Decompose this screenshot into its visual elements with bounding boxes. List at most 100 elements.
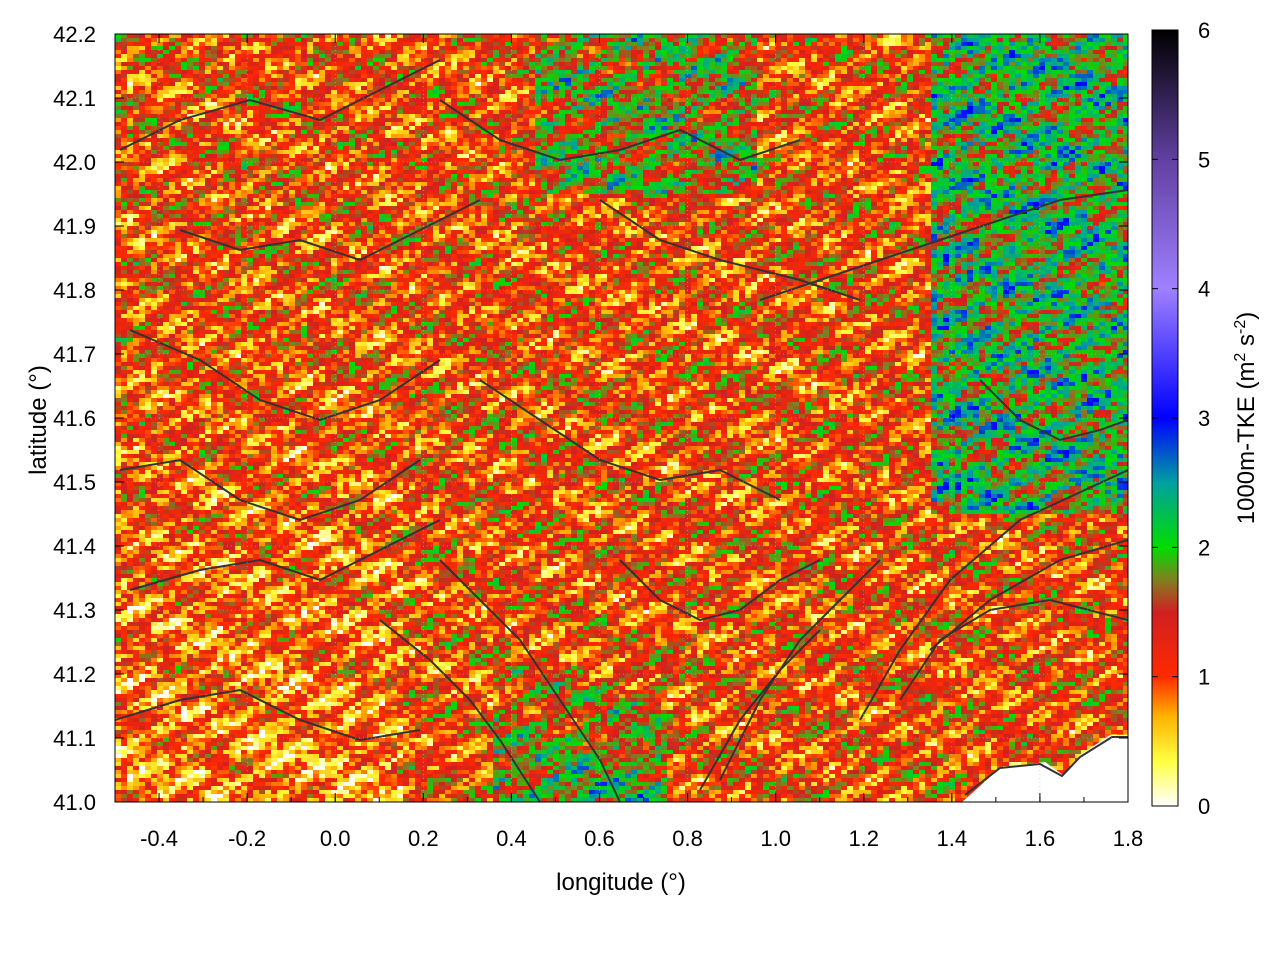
- heatmap-cell: [559, 138, 565, 142]
- heatmap-cell: [289, 138, 295, 142]
- heatmap-cell: [547, 146, 553, 150]
- heatmap-cell: [721, 142, 727, 146]
- heatmap-cell: [589, 70, 595, 74]
- heatmap-cell: [1075, 82, 1081, 86]
- heatmap-cell: [1057, 46, 1063, 50]
- heatmap-cell: [1027, 70, 1033, 74]
- heatmap-cell: [721, 58, 727, 62]
- heatmap-cell: [235, 70, 241, 74]
- heatmap-cell: [601, 94, 607, 98]
- heatmap-cell: [871, 86, 877, 90]
- heatmap-cell: [541, 54, 547, 58]
- heatmap-cell: [475, 38, 481, 42]
- heatmap-cell: [781, 50, 787, 54]
- heatmap-cell: [391, 94, 397, 98]
- heatmap-cell: [361, 38, 367, 42]
- heatmap-cell: [1009, 46, 1015, 50]
- heatmap-cell: [493, 126, 499, 130]
- heatmap-cell: [691, 114, 697, 118]
- heatmap-cell: [577, 34, 583, 38]
- heatmap-cell: [961, 46, 967, 50]
- heatmap-cell: [817, 134, 823, 138]
- heatmap-cell: [397, 142, 403, 146]
- heatmap-cell: [661, 50, 667, 54]
- heatmap-cell: [1111, 66, 1117, 70]
- heatmap-cell: [715, 82, 721, 86]
- heatmap-cell: [349, 86, 355, 90]
- heatmap-cell: [871, 142, 877, 146]
- heatmap-cell: [1069, 50, 1075, 54]
- heatmap-cell: [1105, 118, 1111, 122]
- heatmap-cell: [241, 142, 247, 146]
- heatmap-cell: [1111, 74, 1117, 78]
- heatmap-cell: [973, 46, 979, 50]
- heatmap-cell: [535, 50, 541, 54]
- heatmap-cell: [739, 122, 745, 126]
- heatmap-cell: [889, 86, 895, 90]
- heatmap-cell: [823, 118, 829, 122]
- heatmap-cell: [259, 42, 265, 46]
- heatmap-cell: [667, 58, 673, 62]
- heatmap-cell: [169, 90, 175, 94]
- heatmap-cell: [853, 82, 859, 86]
- heatmap-cell: [685, 58, 691, 62]
- heatmap-cell: [181, 54, 187, 58]
- heatmap-cell: [973, 62, 979, 66]
- heatmap-cell: [511, 138, 517, 142]
- heatmap-cell: [307, 66, 313, 70]
- heatmap-cell: [883, 118, 889, 122]
- heatmap-cell: [1063, 58, 1069, 62]
- heatmap-cell: [391, 106, 397, 110]
- heatmap-cell: [631, 150, 637, 154]
- heatmap-cell: [835, 106, 841, 110]
- heatmap-cell: [433, 82, 439, 86]
- heatmap-cell: [181, 130, 187, 134]
- heatmap-cell: [1033, 122, 1039, 126]
- heatmap-cell: [1015, 38, 1021, 42]
- heatmap-cell: [655, 70, 661, 74]
- heatmap-cell: [361, 102, 367, 106]
- heatmap-cell: [499, 94, 505, 98]
- heatmap-cell: [715, 98, 721, 102]
- heatmap-cell: [1099, 90, 1105, 94]
- heatmap-cell: [913, 130, 919, 134]
- heatmap-cell: [1117, 118, 1123, 122]
- heatmap-cell: [571, 86, 577, 90]
- heatmap-cell: [535, 142, 541, 146]
- heatmap-cell: [529, 106, 535, 110]
- heatmap-cell: [295, 62, 301, 66]
- heatmap-cell: [1027, 62, 1033, 66]
- heatmap-cell: [295, 142, 301, 146]
- heatmap-cell: [367, 34, 373, 38]
- heatmap-cell: [391, 90, 397, 94]
- heatmap-cell: [331, 38, 337, 42]
- heatmap-cell: [487, 50, 493, 54]
- heatmap-cell: [595, 78, 601, 82]
- heatmap-cell: [361, 86, 367, 90]
- heatmap-cell: [901, 146, 907, 150]
- heatmap-cell: [163, 70, 169, 74]
- heatmap-cell: [895, 42, 901, 46]
- heatmap-cell: [583, 114, 589, 118]
- heatmap-cell: [733, 106, 739, 110]
- heatmap-cell: [991, 122, 997, 126]
- heatmap-cell: [655, 106, 661, 110]
- heatmap-cell: [619, 130, 625, 134]
- heatmap-cell: [397, 66, 403, 70]
- heatmap-cell: [511, 78, 517, 82]
- heatmap-cell: [661, 102, 667, 106]
- heatmap-cell: [133, 38, 139, 42]
- heatmap-cell: [493, 58, 499, 62]
- heatmap-cell: [391, 54, 397, 58]
- heatmap-cell: [1117, 74, 1123, 78]
- heatmap-cell: [385, 134, 391, 138]
- heatmap-cell: [583, 78, 589, 82]
- heatmap-cell: [883, 106, 889, 110]
- heatmap-cell: [571, 90, 577, 94]
- heatmap-cell: [991, 46, 997, 50]
- heatmap-cell: [553, 110, 559, 114]
- heatmap-cell: [1117, 130, 1123, 134]
- heatmap-cell: [1081, 142, 1087, 146]
- heatmap-cell: [799, 70, 805, 74]
- heatmap-cell: [745, 126, 751, 130]
